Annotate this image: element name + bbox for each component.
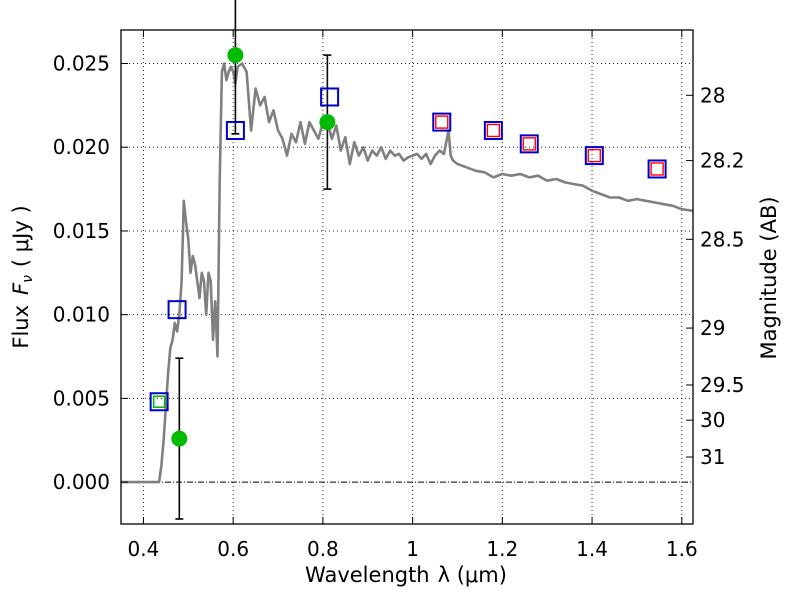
x-tick-label: 0.6	[217, 537, 249, 561]
model-square	[584, 146, 604, 166]
y-tick-label: 0.020	[53, 135, 110, 159]
model-square	[149, 392, 169, 412]
inner-green-square	[152, 395, 166, 409]
y2-tick-label: 29	[700, 316, 725, 340]
model-square	[320, 87, 340, 107]
y-axis-symbol: F	[9, 282, 33, 295]
inner-red-square	[435, 115, 449, 129]
y2-tick-label: 28.2	[700, 149, 745, 173]
inner-red-square	[587, 148, 602, 163]
x-tick-label: 1.6	[666, 537, 698, 561]
y-axis-subscript: ν	[20, 275, 36, 283]
model-square	[225, 120, 245, 140]
y2-tick-label: 30	[700, 408, 725, 432]
model-square	[167, 300, 187, 320]
inner-red-square	[522, 137, 536, 151]
y-tick-label: 0.015	[53, 219, 110, 243]
model-square	[647, 159, 667, 179]
x-axis-symbol: λ (μm)	[438, 563, 507, 587]
axis-ticks	[121, 30, 693, 524]
observed-point	[319, 114, 336, 131]
grid-lines	[121, 30, 693, 524]
y2-tick-label: 28	[700, 83, 725, 107]
x-tick-label: 0.4	[128, 537, 160, 561]
model-spectrum	[121, 62, 694, 484]
observed-point	[171, 430, 188, 447]
y2-axis-title: Magnitude (AB)	[757, 196, 781, 359]
model-photometry	[149, 87, 667, 412]
y2-tick-label: 28.5	[700, 227, 745, 251]
inner-red-square	[650, 162, 664, 176]
inner-red-square	[486, 123, 501, 138]
tick-labels: 0.4 0.6 0.8 1 1.2 1.4 1.6 0.000 0.005 0.010 0.015 0…	[53, 51, 745, 561]
observed-point	[227, 47, 244, 64]
plot-frame	[120, 29, 694, 525]
inner-marks	[152, 115, 664, 409]
model-square	[483, 120, 503, 140]
model-square	[519, 134, 539, 154]
y-tick-label: 0.010	[53, 303, 110, 327]
y-tick-label: 0.000	[53, 470, 110, 494]
spectrum-line	[121, 62, 694, 484]
x-tick-label: 0.8	[307, 537, 339, 561]
observed-photometry	[171, 47, 336, 447]
model-square	[432, 112, 452, 132]
x-tick-label: 1.4	[576, 537, 608, 561]
x-tick-label: 1	[406, 537, 419, 561]
y-axis-label: Flux	[9, 305, 33, 349]
y2-tick-label: 31	[700, 445, 725, 469]
y-axis-title: Flux Fν ( μJy )	[9, 205, 36, 348]
y-axis-unit: ( μJy )	[9, 205, 33, 267]
y-tick-label: 0.005	[53, 386, 110, 410]
y2-tick-label: 29.5	[700, 373, 745, 397]
error-bars	[175, 0, 332, 520]
x-tick-label: 1.2	[486, 537, 518, 561]
x-axis-label: Wavelength	[305, 563, 430, 587]
x-axis-title: Wavelength λ (μm)	[305, 563, 507, 587]
y-tick-label: 0.025	[53, 51, 110, 75]
